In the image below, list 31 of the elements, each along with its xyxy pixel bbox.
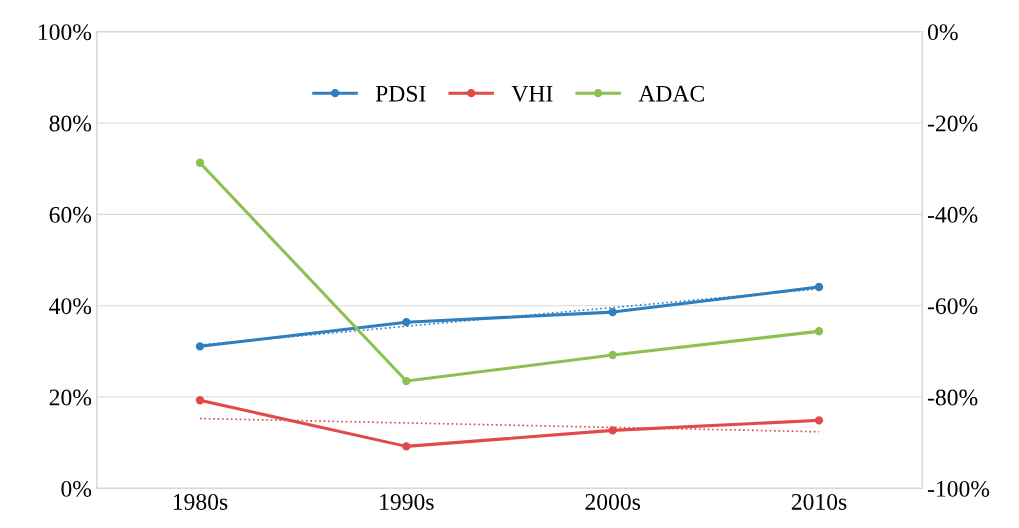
y-tick-label: 100% [38,24,92,41]
point [195,396,205,405]
x-tick-label: 2010s [791,493,847,510]
point [402,317,411,327]
y-tick-label: 40% [49,298,92,315]
point [195,158,205,167]
legend-label: VHI [511,85,553,102]
y2-tick-label: -80% [927,389,978,406]
y-tick-label: 0% [61,480,92,497]
point [195,342,205,351]
point [608,307,617,317]
x-tick-label: 1980s [173,493,228,510]
point [608,426,617,435]
point [814,416,824,425]
y2-tick-label: -60% [927,298,978,315]
point [608,350,617,360]
y2-tick-label: -40% [927,206,978,223]
x-tick-label: 1990s [380,493,434,510]
point [814,327,824,336]
y-tick-label: 80% [49,115,92,132]
legend-label: ADAC [638,85,704,102]
y2-tick-label: -20% [927,115,978,132]
y-tick-label: 60% [49,206,92,223]
y2-tick-label: 0% [927,24,958,41]
legend-label: PDSI [375,85,426,102]
point [814,282,824,292]
x-tick-label: 2000s [585,493,641,510]
point [402,376,411,386]
y-tick-label: 20% [49,389,92,406]
point [402,442,411,451]
y2-tick-label: -100% [927,480,990,497]
